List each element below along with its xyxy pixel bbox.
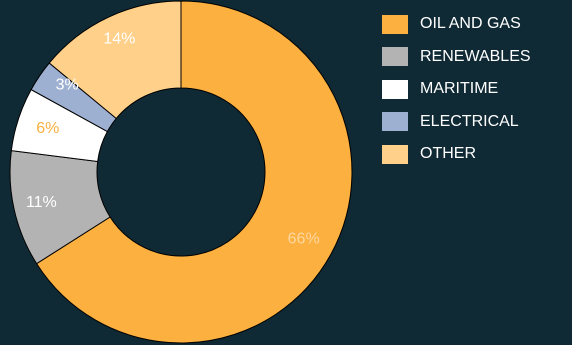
- legend-swatch: [382, 79, 408, 99]
- legend-label: MARITIME: [420, 80, 499, 97]
- legend: OIL AND GAS RENEWABLES MARITIME ELECTRIC…: [382, 14, 531, 177]
- legend-item-renewables: RENEWABLES: [382, 47, 531, 67]
- legend-item-maritime: MARITIME: [382, 79, 531, 99]
- legend-swatch: [382, 144, 408, 164]
- slice-label-maritime: 6%: [36, 120, 59, 137]
- slice-oil-and-gas: [35, 0, 353, 344]
- legend-swatch: [382, 47, 408, 66]
- donut-chart: 66% 11% 6% 3% 14%: [9, 0, 353, 344]
- slice-label-other: 14%: [103, 31, 135, 48]
- legend-label: OIL AND GAS: [420, 15, 521, 32]
- slice-label-renewables: 11%: [26, 194, 57, 211]
- legend-item-electrical: ELECTRICAL: [382, 112, 531, 132]
- slice-label-oil-and-gas: 66%: [288, 231, 320, 248]
- slice-label-electrical: 3%: [56, 77, 79, 94]
- legend-swatch: [382, 112, 408, 131]
- legend-item-other: OTHER: [382, 144, 531, 164]
- legend-label: OTHER: [420, 145, 476, 162]
- slice-other: [48, 0, 182, 120]
- legend-label: RENEWABLES: [420, 47, 531, 65]
- legend-swatch: [382, 14, 408, 34]
- legend-item-oil-and-gas: OIL AND GAS: [382, 14, 531, 34]
- legend-label: ELECTRICAL: [420, 112, 519, 130]
